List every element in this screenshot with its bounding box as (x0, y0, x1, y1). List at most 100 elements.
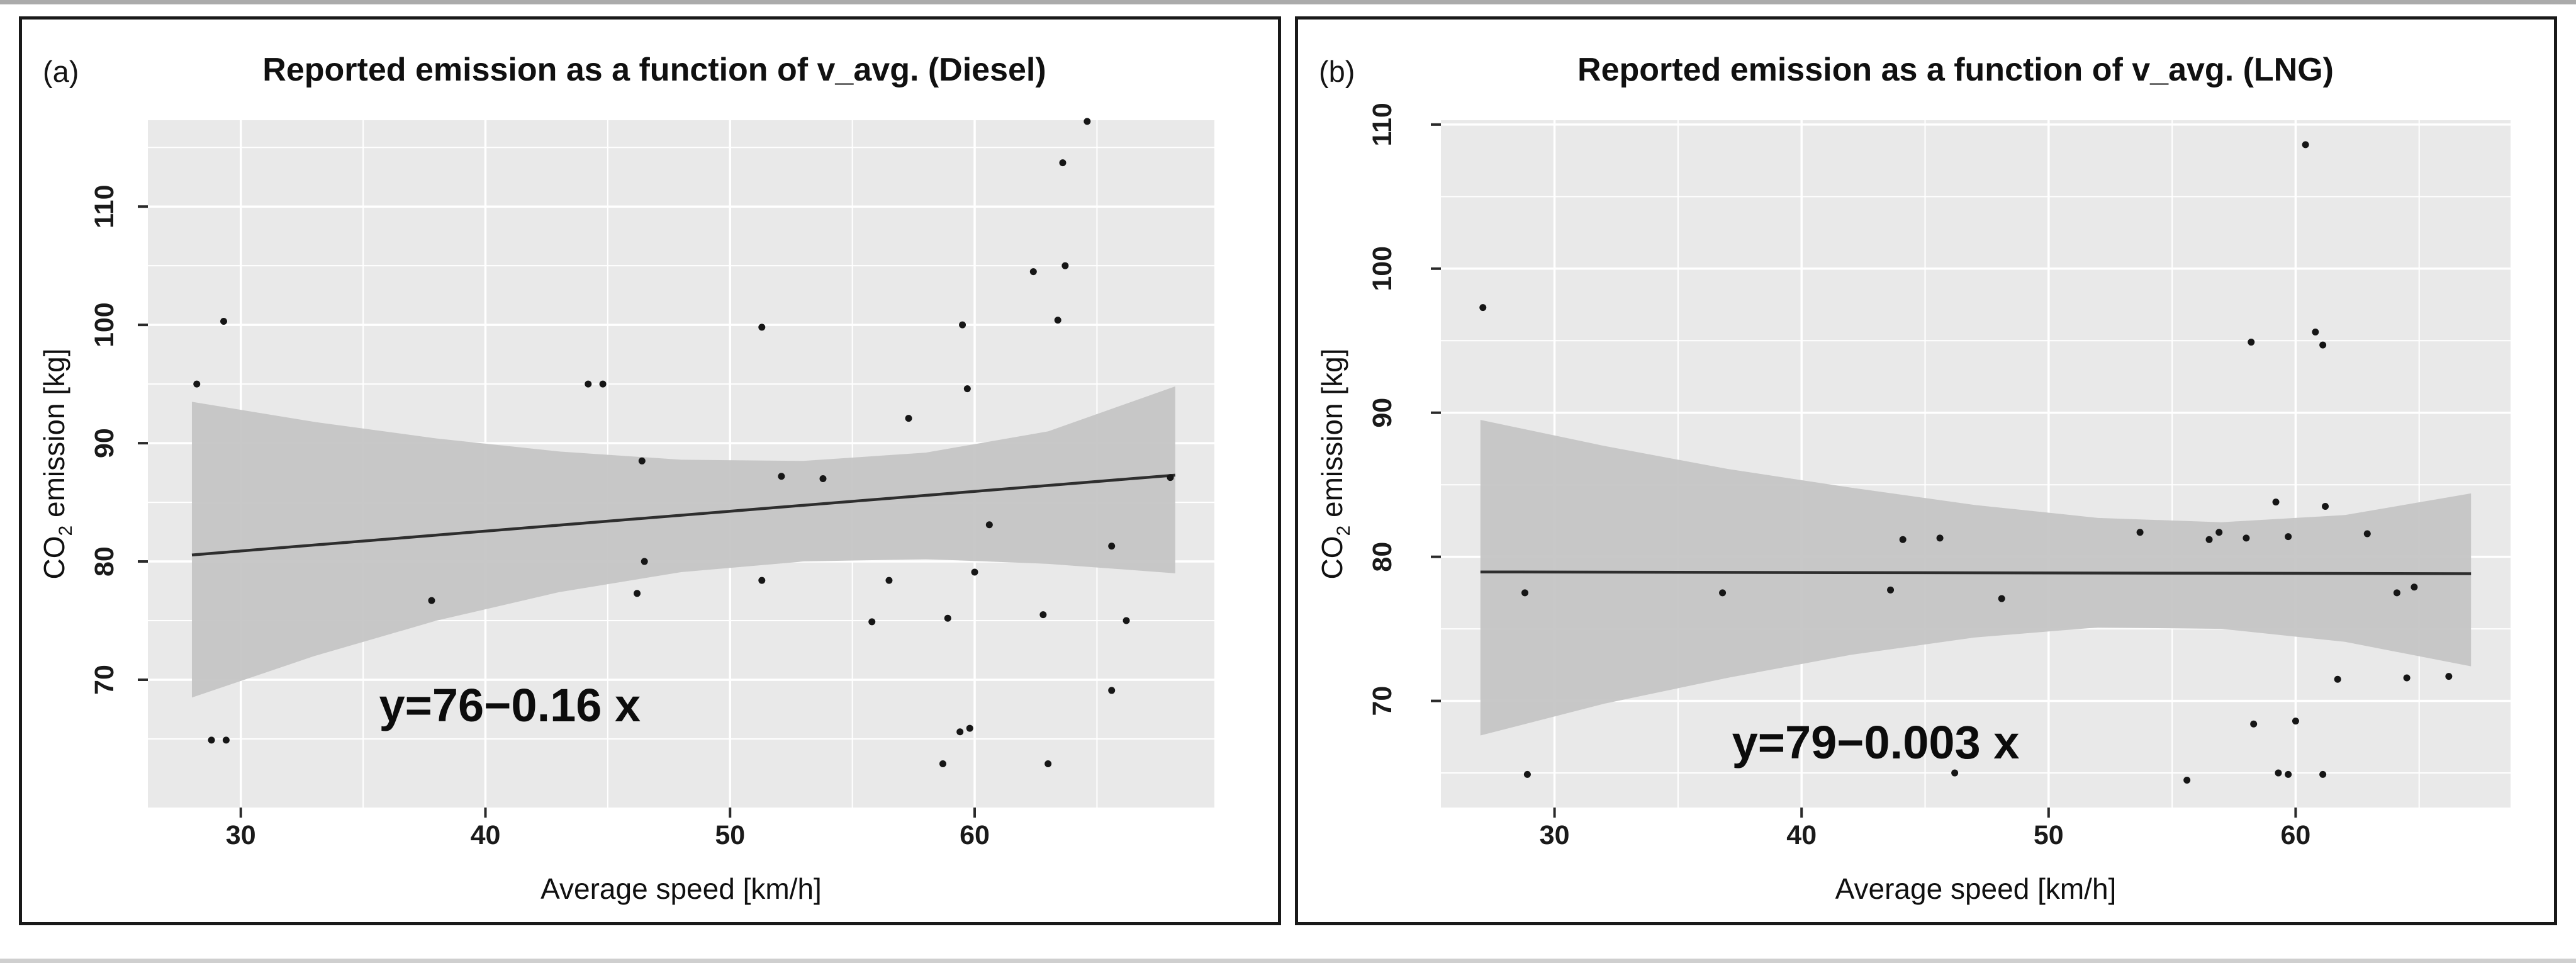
y-axis-title-subscript: 2 (55, 526, 76, 536)
y-tick-label: 100 (1367, 246, 1397, 291)
data-point (1084, 118, 1091, 125)
data-point (959, 321, 966, 329)
data-point (2411, 583, 2418, 591)
x-tick-label: 30 (1540, 820, 1570, 850)
data-point (1936, 534, 1944, 542)
data-point (2215, 529, 2223, 536)
data-point (963, 385, 971, 393)
data-point (2292, 718, 2299, 725)
y-tick-label: 90 (89, 428, 120, 458)
y-tick-label: 80 (1367, 542, 1397, 572)
panel-lng: 30 40 50 60 70 80 90 100 110 Average speed [km/h]… (1295, 16, 2557, 925)
data-point (2312, 329, 2319, 336)
chart-lng: 30 40 50 60 70 80 90 100 110 Average speed [km/h]… (1295, 16, 2557, 925)
chart-title: Reported emission as a function of v_avg… (262, 52, 1046, 88)
data-point (2183, 777, 2191, 784)
confidence-band (191, 386, 1175, 698)
y-tick-label: 110 (89, 185, 120, 228)
chart-title: Reported emission as a function of v_avg… (1577, 52, 2334, 88)
x-tick-label: 40 (471, 820, 501, 850)
data-point (208, 736, 215, 744)
scan-edge-top (0, 0, 2576, 4)
data-point (2363, 530, 2371, 538)
scan-edge-bottom (0, 959, 2576, 963)
data-point (2248, 339, 2255, 346)
data-point (1719, 589, 1727, 597)
data-point (220, 318, 228, 325)
data-point (1108, 543, 1116, 550)
data-point (944, 614, 951, 622)
data-point (905, 415, 912, 422)
y-tick-label: 100 (89, 302, 120, 347)
y-axis-title-rest: emission [kg] (1316, 349, 1348, 526)
data-point (2272, 498, 2280, 506)
data-point (2285, 533, 2292, 541)
data-point (634, 590, 641, 597)
data-point (819, 475, 827, 482)
data-point (778, 473, 785, 480)
regression-equation: y=76−0.16 x (379, 679, 641, 731)
data-point (2205, 536, 2213, 543)
data-point (2322, 503, 2329, 510)
data-point (2334, 675, 2341, 683)
data-point (222, 736, 230, 744)
x-tick-label: 30 (226, 820, 256, 850)
data-point (585, 380, 592, 388)
panel-tag: (b) (1319, 55, 1355, 88)
data-point (2275, 769, 2282, 777)
confidence-band (1480, 420, 2472, 736)
data-point (1998, 595, 2005, 602)
data-point (2393, 589, 2400, 597)
data-point (1523, 770, 1531, 778)
data-point (2445, 673, 2453, 680)
x-tick-label: 40 (1786, 820, 1817, 850)
y-axis-title-main: CO (1316, 536, 1348, 579)
data-point (2319, 770, 2327, 778)
y-tick-label: 110 (1367, 103, 1397, 146)
data-point (193, 380, 201, 388)
data-point (758, 324, 766, 331)
data-point (985, 521, 993, 529)
data-point (638, 457, 646, 465)
data-point (868, 618, 876, 626)
data-point (2285, 770, 2292, 778)
regression-line (1480, 570, 2472, 575)
data-point (885, 577, 893, 584)
data-point (1108, 687, 1116, 694)
panel-tag: (a) (43, 55, 79, 88)
data-point (1899, 536, 1907, 543)
y-tick-label: 90 (1367, 398, 1397, 428)
data-point (2243, 534, 2250, 542)
data-point (1061, 262, 1069, 269)
panel-border (1295, 16, 2557, 925)
scatter-points (193, 118, 1174, 767)
data-point (1167, 474, 1174, 482)
panel-border (19, 16, 1281, 925)
data-point (956, 728, 964, 736)
data-point (966, 724, 973, 732)
data-point (1029, 268, 1037, 276)
data-point (1123, 617, 1130, 624)
y-axis-title-main: CO (38, 536, 70, 579)
tick-marks (138, 205, 977, 818)
data-point (2250, 720, 2258, 728)
data-point (641, 558, 648, 565)
chart-diesel: 30 40 50 60 70 80 90 100 110 Average speed [km/h]… (19, 16, 1281, 925)
tick-marks (1431, 123, 2297, 818)
y-tick-label: 70 (1367, 686, 1397, 716)
data-point (758, 577, 766, 584)
data-point (1887, 586, 1895, 594)
data-point (1039, 611, 1047, 619)
data-point (939, 760, 946, 767)
y-tick-label: 70 (89, 665, 120, 695)
data-point (1054, 317, 1061, 324)
data-point (1951, 769, 1959, 777)
data-point (428, 597, 435, 604)
x-tick-label: 50 (715, 820, 745, 850)
y-tick-label: 80 (89, 546, 120, 577)
y-axis-title-rest: emission [kg] (38, 349, 70, 526)
y-axis-title-subscript: 2 (1333, 526, 1354, 536)
panel-diesel: 30 40 50 60 70 80 90 100 110 Average speed [km/h]… (19, 16, 1281, 925)
data-point (2302, 141, 2309, 149)
